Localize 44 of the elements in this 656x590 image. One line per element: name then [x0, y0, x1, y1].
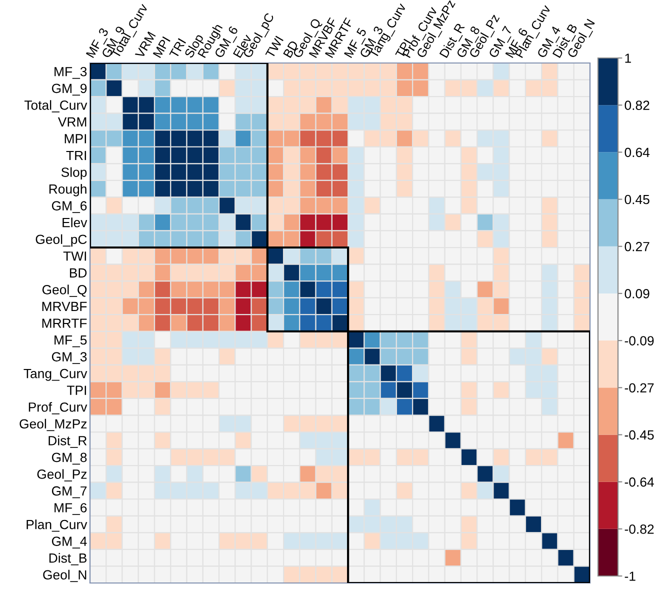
- y-tick-label: GM_6: [52, 201, 87, 213]
- y-tick-label: MF_6: [54, 503, 87, 515]
- y-tick-label: TWI: [63, 252, 86, 261]
- color-bar-label: -0.27: [624, 383, 654, 393]
- color-bar-label: 0.09: [624, 289, 650, 298]
- y-tick-label: Slop: [61, 167, 87, 180]
- y-tick-label: TPI: [66, 386, 86, 395]
- y-tick-label: Dist_B: [49, 553, 87, 566]
- y-tick-label: TRI: [66, 150, 86, 160]
- color-bar-label: 0.64: [624, 148, 650, 158]
- color-bar-label: 0.82: [624, 100, 650, 110]
- y-tick-label: Rough: [49, 184, 86, 196]
- color-bar-label: 0.27: [624, 242, 650, 252]
- y-tick-label: Tang_Curv: [24, 368, 88, 381]
- y-tick-label: Elev: [62, 218, 88, 228]
- y-tick-label: GM_7: [52, 486, 87, 498]
- color-bar-label: -0.45: [624, 430, 654, 440]
- y-tick-label: Prof_Curv: [28, 402, 88, 414]
- y-tick-label: MF_3: [54, 66, 87, 79]
- y-tick-label: BD: [70, 268, 87, 278]
- color-bar-label: -0.09: [624, 336, 654, 346]
- color-bar-label: -1: [624, 572, 636, 581]
- x-tick-label: TRI: [169, 38, 186, 59]
- y-tick-label: MPI: [64, 134, 86, 144]
- y-tick-label: Dist_R: [48, 436, 87, 448]
- y-tick-label: Geol_N: [43, 570, 86, 582]
- y-tick-label: Geol_Q: [42, 284, 87, 297]
- y-tick-label: GM_4: [52, 536, 87, 548]
- color-bar-label: -0.64: [624, 477, 654, 487]
- y-tick-label: GM_3: [52, 352, 87, 364]
- y-tick-label: MRVBF: [42, 302, 87, 312]
- y-tick-label: GM_9: [52, 84, 87, 96]
- y-tick-label: Plan_Curv: [26, 520, 88, 532]
- y-tick-label: Geol_pC: [36, 234, 87, 247]
- y-tick-label: Geol_MzPz: [20, 418, 87, 432]
- y-tick-label: GM_8: [52, 452, 87, 465]
- y-tick-label: Total_Curv: [24, 100, 88, 112]
- color-bar-label: 1: [625, 54, 631, 63]
- color-bar-label: 0.45: [624, 194, 650, 204]
- y-tick-label: Geol_Pz: [37, 469, 87, 482]
- color-bar-label: -0.82: [624, 524, 654, 534]
- y-tick-label: VRM: [58, 117, 86, 126]
- y-tick-label: MRRTF: [42, 318, 87, 328]
- y-tick-label: MF_5: [54, 335, 87, 348]
